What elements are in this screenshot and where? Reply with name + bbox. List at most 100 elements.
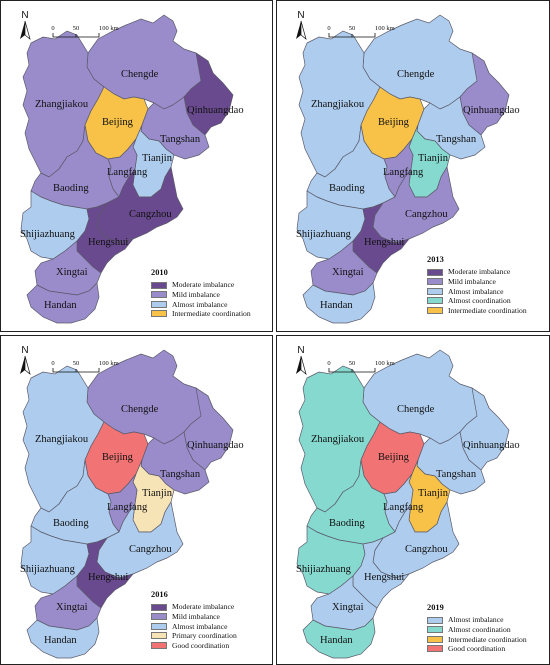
label-langfang: Langfang [107, 167, 148, 178]
scale-bar: 0 50 100 km [51, 360, 119, 373]
region-handan [26, 617, 100, 659]
legend-swatch [151, 622, 167, 630]
legend-label: Moderate imbalance [172, 602, 235, 612]
legend-item: Mild imbalance [427, 277, 527, 287]
label-chengde: Chengde [121, 69, 159, 80]
label-zhangjiakou: Zhangjiakou [311, 99, 365, 110]
legend-label: Mild imbalance [448, 277, 496, 286]
legend-year: 2013 [427, 255, 444, 264]
label-handan: Handan [44, 635, 77, 646]
north-arrow-icon: N [20, 10, 31, 40]
label-baoding: Baoding [329, 183, 365, 194]
north-label: N [21, 10, 28, 21]
region-handan [302, 282, 376, 324]
scale-tick-label: 50 [73, 360, 80, 367]
legend-swatch [427, 278, 443, 286]
label-beijing: Beijing [102, 452, 134, 463]
legend-label: Good coordination [172, 640, 230, 650]
legend-swatch [427, 307, 443, 315]
label-zhangjiakou: Zhangjiakou [35, 99, 89, 110]
legend-item: Moderate imbalance [427, 267, 527, 277]
scale-tick-label: 100 km [99, 25, 119, 32]
scale-tick-label: 0 [327, 25, 330, 32]
legend-swatch [151, 603, 167, 611]
scale-tick-label: 0 [51, 360, 54, 367]
north-label: N [297, 345, 304, 356]
legend-swatch [151, 632, 167, 640]
label-cangzhou: Cangzhou [405, 544, 448, 555]
label-xingtai: Xingtai [56, 267, 88, 278]
legend-swatch [151, 310, 167, 318]
legend: 2019 Almost imbalance Almost coordination I… [427, 603, 527, 654]
label-beijing: Beijing [378, 452, 410, 463]
legend-swatch [151, 642, 167, 650]
legend-year: 2010 [151, 268, 168, 277]
legend-swatch [151, 291, 167, 299]
scale-tick-label: 100 km [375, 25, 395, 32]
scale-bar: 0 50 100 km [327, 360, 395, 373]
label-tangshan: Tangshan [160, 134, 201, 145]
label-shijiazhuang: Shijiazhuang [296, 564, 352, 575]
legend-label: Intermediate coordination [172, 309, 251, 319]
label-beijing: Beijing [378, 117, 410, 128]
legend-item: Intermediate coordination [427, 635, 527, 645]
map-canvas: Chengde Zhangjiakou Qinhuangdao Beijing Tang… [20, 345, 244, 659]
scale-tick-label: 0 [327, 360, 330, 367]
region-handan [26, 282, 100, 324]
map-canvas: Chengde Zhangjiakou Qinhuangdao Beijing Tang… [20, 10, 244, 324]
legend: 2010 Moderate imbalance Mild imbalance Almo… [151, 268, 251, 319]
legend-label: Intermediate coordination [448, 305, 527, 315]
legend-label: Moderate imbalance [172, 280, 235, 290]
scale-tick-label: 0 [51, 25, 54, 32]
label-chengde: Chengde [121, 404, 159, 415]
legend: 2016 Moderate imbalance Mild imbalance Almo… [151, 590, 237, 651]
legend: 2013 Moderate imbalance Mild imbalance Almo… [427, 255, 527, 315]
label-baoding: Baoding [53, 518, 89, 529]
legend-year: 2016 [151, 590, 168, 599]
scale-tick-label: 100 km [375, 360, 395, 367]
label-xingtai: Xingtai [56, 602, 88, 613]
legend-swatch [427, 297, 443, 305]
label-chengde: Chengde [397, 404, 435, 415]
scale-tick-label: 100 km [99, 360, 119, 367]
scale-tick-label: 50 [349, 360, 356, 367]
legend-label: Almost imbalance [172, 299, 228, 309]
map-panel-2013: Chengde Zhangjiakou Qinhuangdao Beijing Tang… [276, 0, 550, 332]
label-tangshan: Tangshan [436, 469, 477, 480]
legend-item: Almost imbalance [427, 615, 527, 625]
legend-label: Moderate imbalance [448, 267, 511, 277]
label-langfang: Langfang [383, 167, 424, 178]
label-qinhuangdao: Qinhuangdao [187, 105, 244, 116]
legend-item: Good coordination [151, 641, 237, 651]
region-qinhuangdao [183, 52, 234, 136]
label-cangzhou: Cangzhou [129, 209, 172, 220]
label-shijiazhuang: Shijiazhuang [296, 229, 352, 240]
legend-swatch [151, 281, 167, 289]
label-hengshui: Hengshui [364, 237, 404, 248]
scale-tick-label: 50 [349, 25, 356, 32]
region-qinhuangdao [459, 387, 510, 471]
legend-label: Mild imbalance [172, 612, 220, 621]
region-handan [302, 617, 376, 659]
label-tangshan: Tangshan [436, 134, 477, 145]
label-zhangjiakou: Zhangjiakou [35, 434, 89, 445]
legend-label: Mild imbalance [172, 290, 220, 299]
legend-item: Almost coordination [427, 625, 527, 635]
label-baoding: Baoding [329, 518, 365, 529]
legend-swatch [427, 645, 443, 653]
legend-item: Mild imbalance [151, 290, 251, 300]
label-langfang: Langfang [383, 502, 424, 513]
map-canvas: Chengde Zhangjiakou Qinhuangdao Beijing Tang… [296, 10, 520, 324]
label-tangshan: Tangshan [160, 469, 201, 480]
north-label: N [297, 10, 304, 21]
label-beijing: Beijing [102, 117, 134, 128]
legend-label: Almost coordination [448, 625, 511, 634]
label-handan: Handan [44, 300, 77, 311]
label-xingtai: Xingtai [332, 267, 364, 278]
legend-swatch [427, 268, 443, 276]
label-shijiazhuang: Shijiazhuang [20, 229, 76, 240]
label-qinhuangdao: Qinhuangdao [463, 440, 520, 451]
label-tianjin: Tianjin [142, 153, 173, 164]
legend-swatch [151, 300, 167, 308]
legend-item: Mild imbalance [151, 612, 237, 622]
